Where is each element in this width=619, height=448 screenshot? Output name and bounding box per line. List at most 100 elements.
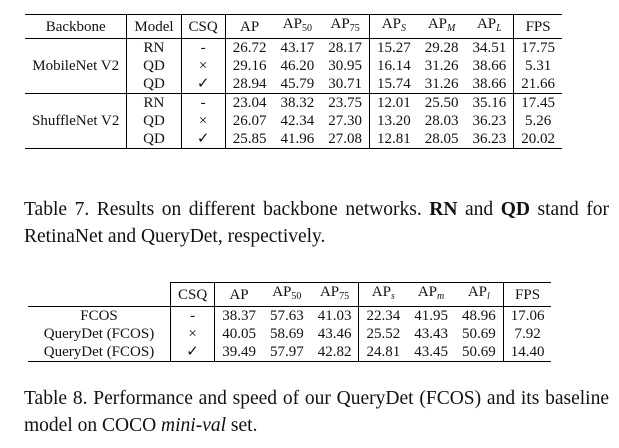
col-header-backbone: Backbone xyxy=(25,14,128,39)
value-cell: 46.20 xyxy=(280,58,315,74)
csq-cell: ✓ xyxy=(181,75,226,94)
value-cell: 41.95 xyxy=(414,308,448,324)
col-header-apm: APm xyxy=(407,282,455,307)
value-cell: 24.81 xyxy=(358,343,408,362)
value-cell: 34.51 xyxy=(465,38,515,57)
value-cell: 30.71 xyxy=(321,75,370,94)
csq-cell: ✓ xyxy=(170,343,216,362)
value-cell: 27.30 xyxy=(321,112,370,130)
table-row: QD ✓ 28.94 45.79 30.71 15.74 31.26 38.66 21.66 xyxy=(25,75,562,94)
csq-cell: - xyxy=(181,38,226,57)
value-cell: 50.69 xyxy=(454,343,504,362)
col-header-aps: APS xyxy=(369,14,418,39)
value-cell: 12.01 xyxy=(376,95,411,111)
table-row: FCOS -38.37 57.63 41.03 22.34 41.95 48.96 17.06 xyxy=(28,306,551,325)
backbone-cell: MobileNet V2 xyxy=(25,38,128,94)
value-cell: 25.50 xyxy=(424,95,459,111)
value-cell: 39.49 xyxy=(214,343,263,362)
table-8-caption: Table 8. Performance and speed of our Qu… xyxy=(24,388,609,436)
csq-cell: × xyxy=(181,112,226,130)
value-cell: 36.23 xyxy=(465,130,515,149)
value-cell: 42.34 xyxy=(280,113,315,129)
col-header-ap50: AP50 xyxy=(273,14,322,39)
value-cell: 23.75 xyxy=(321,93,370,112)
value-cell: 26.72 xyxy=(232,40,267,56)
table-row: QueryDet (FCOS) ✓ 39.49 57.97 42.82 24.81 43.4… xyxy=(28,343,552,362)
value-cell: 29.28 xyxy=(424,40,459,56)
col-header-ap75: AP75 xyxy=(321,14,370,39)
value-cell: 12.81 xyxy=(369,130,418,149)
value-cell: 35.16 xyxy=(465,93,515,112)
csq-cell: × xyxy=(181,57,226,75)
value-cell: 38.66 xyxy=(465,75,515,94)
value-cell: 28.17 xyxy=(321,38,370,57)
csq-cell: ✓ xyxy=(181,130,226,149)
col-header-apl: APL xyxy=(465,14,515,39)
value-cell: 28.03 xyxy=(424,113,459,129)
value-cell: 5.26 xyxy=(524,113,552,129)
value-cell: 22.34 xyxy=(366,308,401,324)
value-cell: 43.45 xyxy=(407,343,455,362)
col-header-aps: APs xyxy=(358,282,408,307)
value-cell: 57.97 xyxy=(262,343,311,362)
value-cell: 31.26 xyxy=(424,58,459,74)
method-cell: QueryDet (FCOS) xyxy=(28,343,171,362)
table-row: ShuffleNet V2 RN -23.04 38.32 23.75 12.01 25.5… xyxy=(25,93,562,149)
value-cell: 40.05 xyxy=(222,326,256,342)
value-cell: 16.14 xyxy=(376,58,411,74)
value-cell: 15.27 xyxy=(376,40,411,56)
value-cell: 7.92 xyxy=(514,326,541,342)
value-cell: 38.32 xyxy=(280,95,315,111)
value-cell: 13.20 xyxy=(376,113,411,129)
table-8-header-row: CSQ AP AP50 AP75 APs APm APl FPS xyxy=(28,282,552,307)
table-7: Backbone Model CSQ AP AP50 AP75 APS APM … xyxy=(25,14,562,149)
table-row: QD × 26.07 42.34 27.30 13.20 28.03 36.23 5.26 xyxy=(25,112,562,130)
value-cell: 38.37 xyxy=(222,308,256,324)
value-cell: 57.63 xyxy=(269,308,304,324)
table-7-header-row: Backbone Model CSQ AP AP50 AP75 APS APM … xyxy=(25,14,562,39)
value-cell: 29.16 xyxy=(232,58,267,74)
value-cell: 38.66 xyxy=(465,57,515,75)
table-7-caption: Table 7. Results on different backbone n… xyxy=(24,199,609,247)
value-cell: 25.85 xyxy=(225,130,274,149)
value-cell: 50.69 xyxy=(454,325,504,343)
backbone-cell: ShuffleNet V2 xyxy=(25,93,128,149)
col-header-apm: APM xyxy=(417,14,466,39)
value-cell: 31.26 xyxy=(417,75,466,94)
csq-cell: - xyxy=(170,306,216,325)
value-cell: 15.74 xyxy=(369,75,418,94)
col-header-fps: FPS xyxy=(503,282,552,307)
col-header-csq: CSQ xyxy=(181,14,226,39)
value-cell: 42.82 xyxy=(310,343,360,362)
col-header-apl: APl xyxy=(454,282,504,307)
value-cell: 27.08 xyxy=(321,130,370,149)
col-header-ap: AP xyxy=(225,14,274,39)
col-header-model: Model xyxy=(126,14,182,39)
model-cell: RN xyxy=(126,38,182,57)
table-8: CSQ AP AP50 AP75 APs APm APl FPS FCOS -38… xyxy=(28,282,552,362)
value-cell: 43.43 xyxy=(414,326,448,342)
value-cell: 25.52 xyxy=(366,326,401,342)
table-row: MobileNet V2 RN -26.72 43.17 28.17 15.27 29.28… xyxy=(25,38,562,94)
col-header-fps: FPS xyxy=(513,14,562,39)
csq-cell: × xyxy=(170,325,216,343)
value-cell: 5.31 xyxy=(524,58,552,74)
value-cell: 17.75 xyxy=(521,40,555,56)
value-cell: 58.69 xyxy=(269,326,304,342)
value-cell: 17.45 xyxy=(521,95,555,111)
value-cell: 20.02 xyxy=(513,130,562,149)
col-header-csq: CSQ xyxy=(170,282,216,307)
table-row: QueryDet (FCOS) × 40.05 58.69 43.46 25.52 43.4… xyxy=(28,325,551,343)
value-cell: 43.17 xyxy=(280,40,315,56)
model-cell: RN xyxy=(126,93,182,112)
model-cell: QD xyxy=(126,112,182,130)
value-cell: 30.95 xyxy=(321,57,370,75)
value-cell: 41.96 xyxy=(273,130,322,149)
value-cell: 48.96 xyxy=(454,306,504,325)
col-header-ap50: AP50 xyxy=(262,282,311,307)
method-cell: QueryDet (FCOS) xyxy=(28,325,171,343)
value-cell: 21.66 xyxy=(513,75,562,94)
value-cell: 43.46 xyxy=(310,325,360,343)
csq-cell: - xyxy=(181,93,226,112)
col-header-method xyxy=(28,282,171,307)
